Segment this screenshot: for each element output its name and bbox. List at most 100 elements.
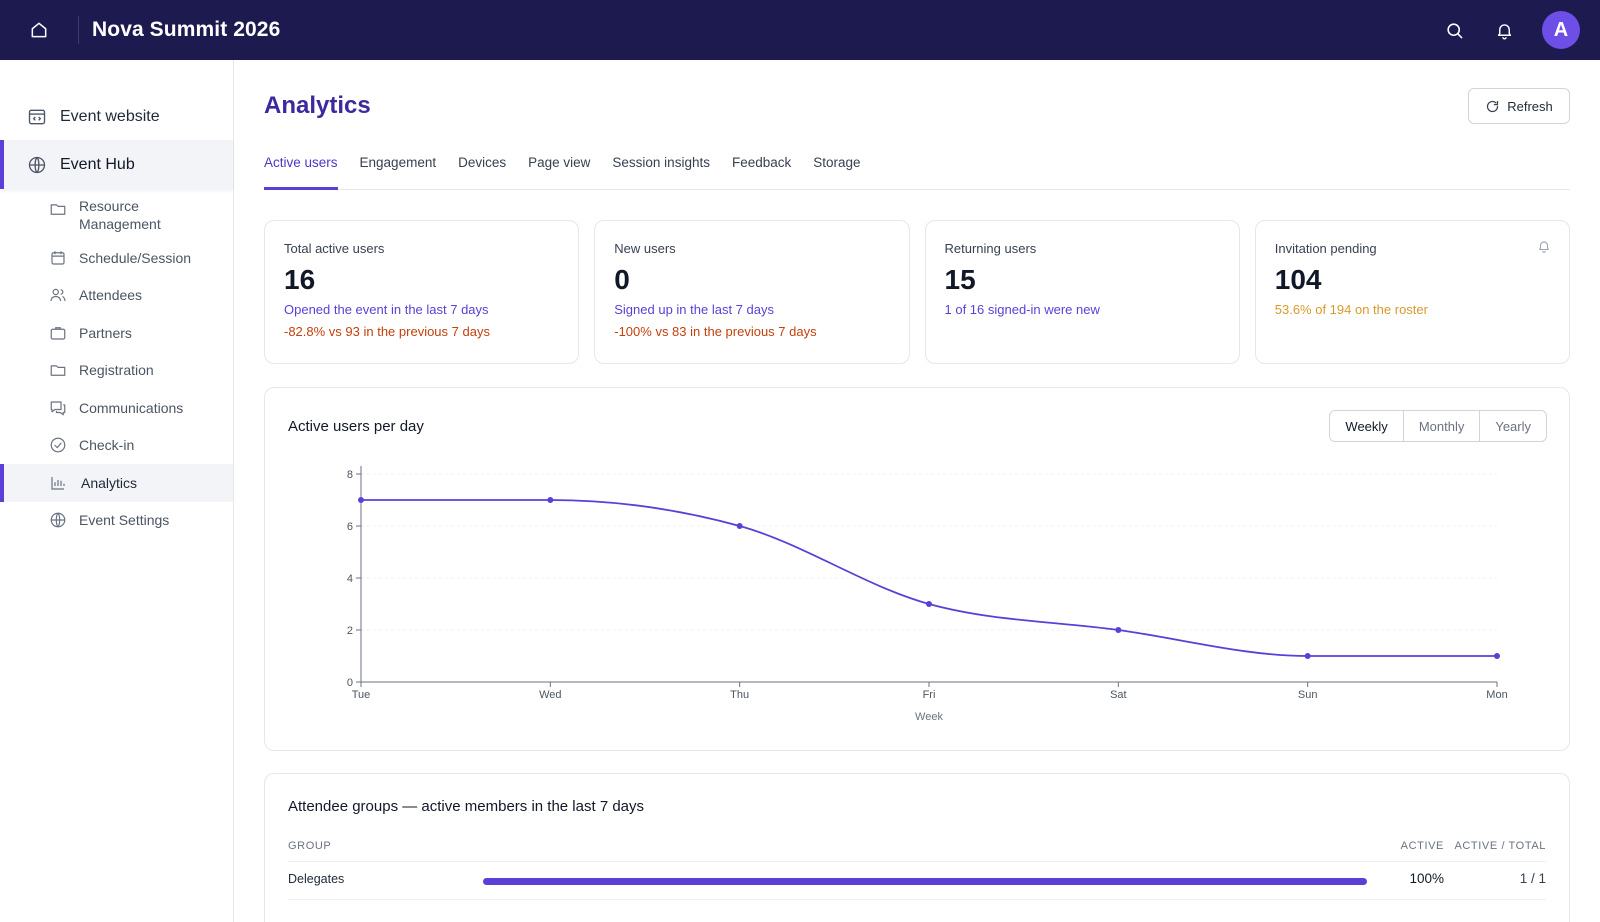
folder-icon — [48, 199, 68, 219]
data-point — [1304, 653, 1311, 659]
globe-icon — [26, 154, 48, 176]
search-button[interactable] — [1436, 12, 1472, 48]
kpi-label: Invitation pending — [1274, 241, 1377, 256]
bar-chart-icon — [48, 473, 68, 493]
sidebar: Event website Event Hub Resource Managem… — [0, 60, 234, 922]
top-bar-divider — [78, 16, 79, 44]
top-bar: Nova Summit 2026 A — [0, 0, 1600, 60]
kpi-description: 53.6% of 194 on the roster — [1274, 302, 1428, 317]
sidebar-item-event-settings[interactable]: Event Settings — [0, 502, 233, 540]
group-name: Delegates — [288, 872, 345, 886]
kpi-description: 1 of 16 signed-in were new — [944, 302, 1100, 317]
top-bar-actions: A — [1436, 10, 1580, 50]
notifications-button[interactable] — [1486, 12, 1522, 48]
tab-feedback[interactable]: Feedback — [731, 155, 792, 170]
event-hub-submenu: Resource Management Schedule/Session Att… — [0, 193, 233, 539]
sidebar-item-label: Resource Management — [79, 198, 161, 232]
home-icon — [31, 22, 47, 38]
kpi-value: 104 — [1274, 264, 1322, 295]
x-tick-label: Wed — [539, 689, 561, 701]
sidebar-item-resource-management[interactable]: Resource Management — [0, 193, 233, 239]
tab-engagement[interactable]: Engagement — [359, 155, 437, 170]
chart-title: Active users per day — [288, 418, 424, 435]
tab-storage[interactable]: Storage — [813, 155, 861, 170]
user-avatar[interactable]: A — [1542, 11, 1580, 49]
tab-page-view[interactable]: Page view — [528, 155, 591, 170]
kpi-card-returning-users: Returning users 15 1 of 16 signed-in wer… — [924, 220, 1240, 364]
chat-icon — [48, 398, 68, 418]
x-tick-label: Sun — [1298, 689, 1318, 701]
sidebar-item-label: Event Settings — [79, 512, 170, 529]
range-monthly-button[interactable]: Monthly — [1402, 411, 1480, 441]
tab-active-users[interactable]: Active users — [264, 148, 338, 190]
sidebar-item-label: Schedule/Session — [79, 249, 192, 266]
sidebar-item-communications[interactable]: Communications — [0, 389, 233, 427]
bell-icon[interactable] — [1537, 239, 1551, 258]
bell-icon — [1497, 23, 1511, 39]
app-title: Nova Summit 2026 — [92, 18, 281, 41]
sidebar-item-label: Attendees — [79, 287, 143, 304]
x-axis-label: Week — [915, 711, 943, 723]
page-title: Analytics — [264, 92, 371, 119]
kpi-cards: Total active users 16 Opened the event i… — [264, 220, 1570, 364]
browser-code-icon — [26, 106, 48, 128]
x-tick-label: Sat — [1110, 689, 1127, 701]
group-active-ratio: 1 / 1 — [1519, 871, 1546, 886]
sidebar-item-event-hub[interactable]: Event Hub — [0, 140, 233, 189]
sidebar-item-event-website[interactable]: Event website — [0, 94, 233, 140]
calendar-icon — [48, 248, 68, 268]
y-tick-label: 6 — [347, 521, 353, 533]
kpi-value: 16 — [284, 264, 316, 295]
data-point — [926, 601, 932, 607]
sidebar-item-label: Check-in — [79, 437, 135, 454]
kpi-value: 0 — [614, 264, 630, 295]
column-header-active: ACTIVE — [1400, 840, 1444, 852]
active-users-chart-panel: Active users per day Weekly Monthly Year… — [264, 387, 1570, 751]
sidebar-item-attendees[interactable]: Attendees — [0, 277, 233, 315]
y-tick-label: 4 — [347, 573, 353, 585]
sidebar-item-label: Registration — [79, 362, 154, 379]
groups-title: Attendee groups — active members in the … — [288, 798, 645, 815]
data-point — [358, 497, 364, 503]
group-progress-track — [483, 878, 1367, 885]
analytics-tabs: Active users Engagement Devices Page vie… — [264, 148, 1570, 190]
kpi-description: Signed up in the last 7 days — [614, 302, 774, 317]
users-icon — [48, 285, 68, 305]
sidebar-item-label: Analytics — [81, 474, 138, 491]
tab-session-insights[interactable]: Session insights — [612, 155, 710, 170]
refresh-button[interactable]: Refresh — [1468, 88, 1570, 124]
y-tick-label: 8 — [347, 469, 353, 481]
group-active-percent: 100% — [1409, 871, 1444, 886]
check-circle-icon — [48, 435, 68, 455]
kpi-card-invitation-pending: Invitation pending 104 53.6% of 194 on t… — [1254, 220, 1570, 364]
y-tick-label: 2 — [347, 625, 353, 637]
kpi-card-new-users: New users 0 Signed up in the last 7 days… — [594, 220, 910, 364]
data-point — [736, 523, 743, 529]
sidebar-item-registration[interactable]: Registration — [0, 352, 233, 390]
column-header-ratio: ACTIVE / TOTAL — [1454, 840, 1546, 852]
x-tick-label: Mon — [1486, 689, 1507, 701]
range-weekly-button[interactable]: Weekly — [1330, 411, 1403, 441]
kpi-label: Returning users — [944, 241, 1037, 256]
sidebar-item-schedule-session[interactable]: Schedule/Session — [0, 239, 233, 277]
sidebar-item-label: Partners — [79, 324, 132, 341]
data-point — [1115, 627, 1122, 633]
tab-devices[interactable]: Devices — [458, 155, 507, 170]
sidebar-item-analytics[interactable]: Analytics — [0, 464, 233, 502]
x-tick-label: Thu — [730, 689, 749, 701]
globe-icon — [48, 510, 68, 530]
sidebar-item-partners[interactable]: Partners — [0, 314, 233, 352]
range-yearly-button[interactable]: Yearly — [1479, 411, 1546, 441]
home-button[interactable] — [0, 0, 78, 60]
data-point — [547, 497, 554, 503]
kpi-value: 15 — [944, 264, 976, 295]
sidebar-item-label: Event website — [60, 108, 160, 125]
group-progress-fill — [483, 878, 1367, 885]
column-header-group: GROUP — [288, 840, 332, 852]
kpi-change: -82.8% vs 93 in the previous 7 days — [284, 324, 490, 339]
sidebar-item-check-in[interactable]: Check-in — [0, 427, 233, 465]
kpi-label: Total active users — [284, 241, 385, 256]
x-tick-label: Tue — [352, 689, 371, 701]
refresh-icon — [1487, 100, 1499, 112]
table-header-divider — [288, 861, 1546, 862]
